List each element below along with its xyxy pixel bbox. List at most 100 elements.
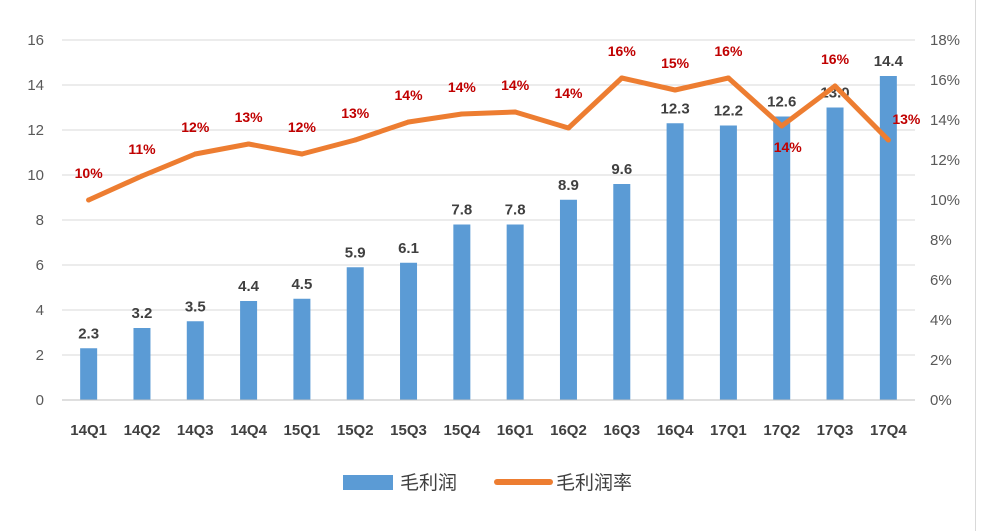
bar [293,298,311,400]
line-value-label: 16% [608,43,637,59]
line-value-label: 11% [128,141,156,157]
bar-value-label: 4.4 [238,278,260,295]
bar-value-label: 6.1 [398,240,419,257]
right-axis: 0% 2% 4% 6% 8% 10% 12% 14% 16% 18% [930,32,960,409]
bar [80,348,98,400]
x-tick-label: 15Q2 [337,422,374,439]
line-point [619,75,625,81]
line-point [672,87,678,93]
right-tick-label: 0% [930,392,952,409]
line-point [832,83,838,89]
left-tick-label: 8 [36,212,44,229]
legend-label-line: 毛利润率 [556,472,632,494]
x-tick-label: 16Q4 [657,422,694,439]
bar [506,224,524,400]
gridlines [62,39,915,401]
right-tick-label: 14% [930,112,960,129]
x-tick-label: 15Q3 [390,422,427,439]
bar-value-label: 12.3 [660,100,689,117]
bar [879,76,897,400]
x-tick-label: 14Q4 [230,422,267,439]
line-point [299,151,305,157]
line-value-label: 16% [821,51,850,67]
left-axis: 0 2 4 6 8 10 12 14 16 [27,32,44,409]
line-point [512,109,518,115]
line-point [352,137,358,143]
bar [826,107,844,400]
line-series [86,75,891,203]
line-value-label: 14% [501,77,530,93]
bar-value-label: 7.8 [505,202,526,219]
bar [666,123,684,400]
legend-label-bar: 毛利润 [400,472,457,494]
bar [453,224,471,400]
right-tick-label: 18% [930,32,960,49]
left-tick-label: 10 [27,167,44,184]
line-point [459,111,465,117]
bar-value-label: 3.5 [185,298,206,315]
x-tick-label: 17Q2 [763,422,800,439]
legend: 毛利润 毛利润率 [343,472,632,494]
left-tick-label: 4 [36,302,44,319]
bar-value-label: 5.9 [345,244,366,261]
x-tick-label: 16Q2 [550,422,587,439]
x-tick-label: 17Q3 [817,422,854,439]
line-path [86,75,891,203]
line-value-label: 16% [714,43,743,59]
x-tick-label: 17Q4 [870,422,907,439]
bar [346,267,364,400]
line-value-label: 13% [341,105,370,121]
line-value-label: 15% [661,55,690,71]
legend-swatch-bar [343,475,393,490]
bar-value-label: 3.2 [132,305,153,322]
left-tick-label: 6 [36,257,44,274]
left-tick-label: 12 [27,122,44,139]
line-value-label: 12% [288,119,317,135]
bar [186,321,204,400]
bar-value-label: 8.9 [558,177,579,194]
line-point [725,75,731,81]
x-tick-label: 14Q2 [124,422,161,439]
left-tick-label: 2 [36,347,44,364]
bar-value-label: 2.3 [78,325,99,342]
right-tick-label: 16% [930,72,960,89]
bar [240,301,258,400]
line-value-label: 14% [448,79,477,95]
right-tick-label: 2% [930,352,952,369]
bar-value-label: 12.2 [714,103,743,120]
line-point [139,173,145,179]
bar-value-label: 4.5 [291,276,312,293]
line-value-label: 14% [554,85,583,101]
line-point [565,125,571,131]
line-point [86,197,92,203]
line-value-label: 13% [235,109,264,125]
x-tick-label: 16Q3 [603,422,640,439]
chart-frame-right-edge [975,0,976,531]
x-tick-label: 15Q4 [443,422,480,439]
left-tick-label: 16 [27,32,44,49]
line-value-label: 14% [774,139,803,155]
right-tick-label: 8% [930,232,952,249]
line-point [246,141,252,147]
bar [133,328,151,400]
line-point [192,151,198,157]
x-tick-label: 14Q3 [177,422,214,439]
line-value-label: 10% [75,165,104,181]
bar [613,184,631,400]
line-point [406,119,412,125]
bar-value-label: 9.6 [611,161,632,178]
line-value-label: 14% [395,87,424,103]
bar [773,116,791,400]
x-tick-label: 15Q1 [284,422,321,439]
x-tick-label: 17Q1 [710,422,747,439]
bars [80,76,897,400]
left-tick-label: 0 [36,392,44,409]
line-value-label: 13% [892,111,921,127]
right-tick-label: 6% [930,272,952,289]
right-tick-label: 10% [930,192,960,209]
x-tick-label: 16Q1 [497,422,534,439]
line-labels: 10% 11% 12% 13% 12% 13% 14% 14% 14% 14% 16% 15% 16% 1… [75,43,921,181]
bar [400,262,418,400]
